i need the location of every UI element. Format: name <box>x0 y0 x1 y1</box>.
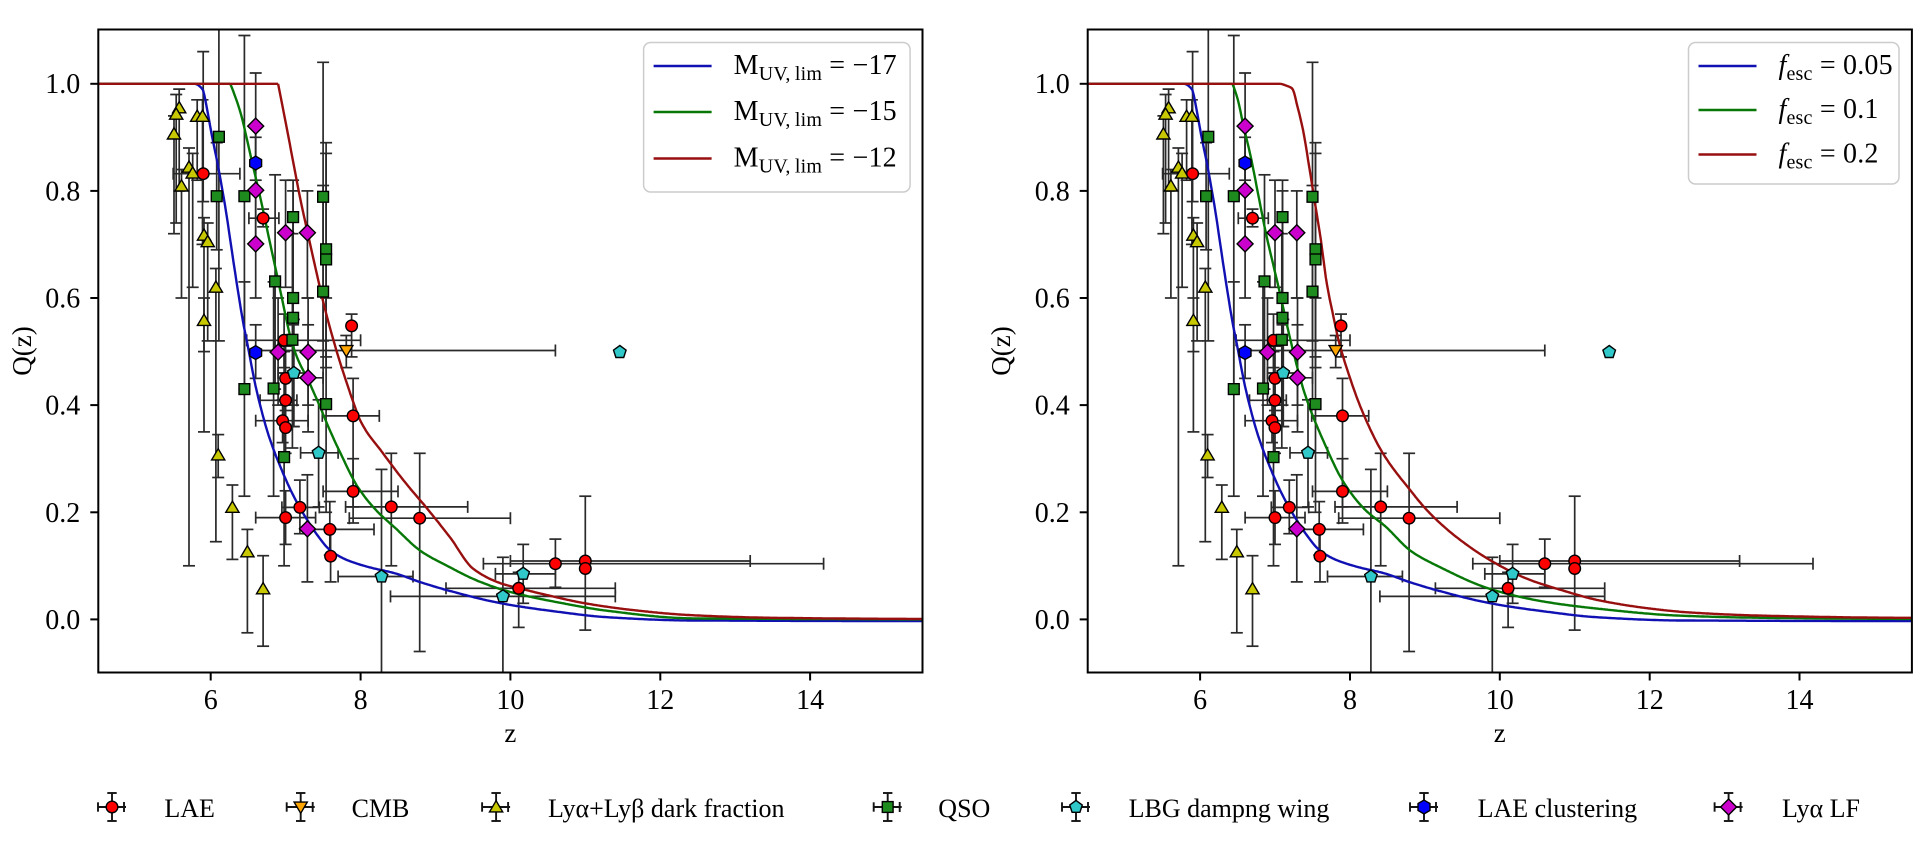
svg-text:z: z <box>504 718 516 748</box>
svg-text:Q(z): Q(z) <box>7 326 37 375</box>
svg-text:1.0: 1.0 <box>1035 69 1070 100</box>
svg-text:LAE: LAE <box>164 794 215 823</box>
svg-text:LBG dampng wing: LBG dampng wing <box>1129 794 1330 823</box>
svg-text:0.4: 0.4 <box>45 391 80 422</box>
svg-text:0.2: 0.2 <box>45 498 80 529</box>
svg-text:Lyα LF: Lyα LF <box>1782 794 1860 823</box>
svg-text:1.0: 1.0 <box>45 69 80 100</box>
svg-text:CMB: CMB <box>352 794 410 823</box>
svg-text:QSO: QSO <box>938 794 990 823</box>
svg-text:0.0: 0.0 <box>1035 605 1070 636</box>
svg-text:z: z <box>1494 718 1506 748</box>
svg-text:fesc = 0.2: fesc = 0.2 <box>1779 139 1879 174</box>
svg-text:fesc = 0.05: fesc = 0.05 <box>1779 50 1893 85</box>
svg-text:MUV, lim = −17: MUV, lim = −17 <box>734 50 897 85</box>
svg-text:8: 8 <box>354 685 368 716</box>
svg-text:14: 14 <box>1786 685 1814 716</box>
svg-text:0.6: 0.6 <box>1035 284 1070 315</box>
svg-text:6: 6 <box>1193 685 1207 716</box>
svg-text:14: 14 <box>796 685 824 716</box>
svg-text:fesc = 0.1: fesc = 0.1 <box>1779 94 1879 129</box>
svg-text:10: 10 <box>496 685 524 716</box>
svg-text:0.4: 0.4 <box>1035 391 1070 422</box>
svg-text:6: 6 <box>204 685 218 716</box>
svg-text:0.6: 0.6 <box>45 284 80 315</box>
svg-text:LAE clustering: LAE clustering <box>1478 794 1638 823</box>
svg-text:0.8: 0.8 <box>45 176 80 207</box>
svg-text:Lyα+Lyβ dark fraction: Lyα+Lyβ dark fraction <box>548 794 784 823</box>
svg-text:12: 12 <box>1636 685 1664 716</box>
svg-text:12: 12 <box>646 685 674 716</box>
svg-text:Q(z): Q(z) <box>986 326 1016 375</box>
svg-text:0.8: 0.8 <box>1035 176 1070 207</box>
svg-text:0.2: 0.2 <box>1035 498 1070 529</box>
svg-text:0.0: 0.0 <box>45 605 80 636</box>
svg-text:10: 10 <box>1486 685 1514 716</box>
svg-text:8: 8 <box>1343 685 1357 716</box>
